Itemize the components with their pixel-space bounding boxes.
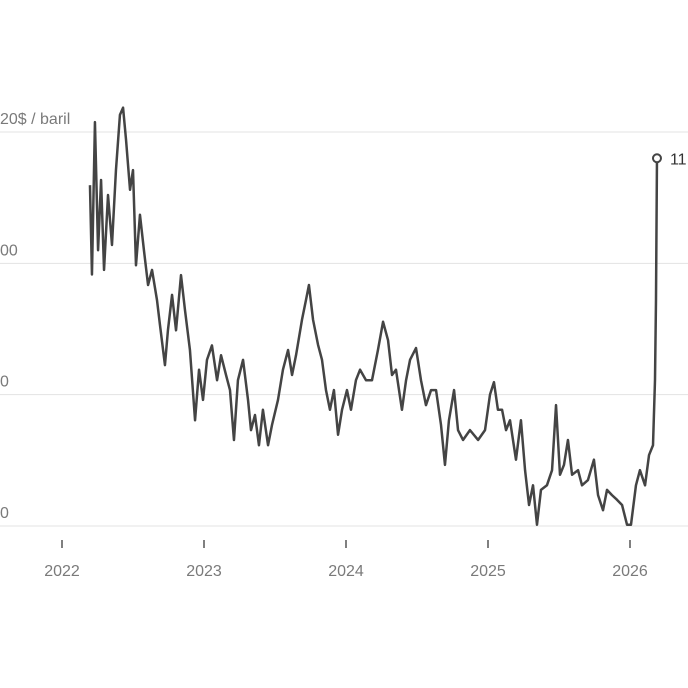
x-tick-label: 2023 [186, 563, 222, 580]
y-tick-label: 0 [0, 505, 9, 522]
x-tick-label: 2025 [470, 563, 506, 580]
end-marker [651, 153, 662, 164]
x-tick-label: 2026 [612, 563, 648, 580]
y-tick-label: 0 [0, 374, 9, 391]
y-tick-label: 00 [0, 242, 18, 259]
end-label: 11 [670, 151, 687, 168]
x-tick-label: 2024 [328, 563, 364, 580]
x-tick-label: 2022 [44, 563, 80, 580]
price-line [88, 106, 659, 526]
y-tick-label: 20$ / baril [0, 111, 70, 128]
